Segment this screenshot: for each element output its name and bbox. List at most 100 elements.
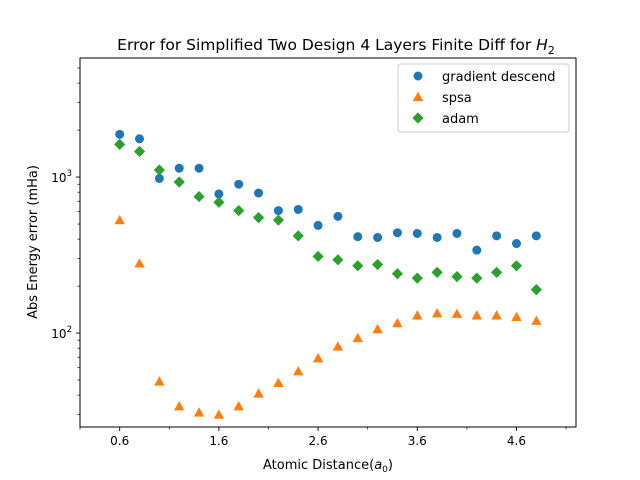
data-point [472,245,482,255]
data-point [491,310,502,320]
x-tick-label: 4.6 [507,434,526,448]
data-point [174,163,184,173]
legend-label: spsa [442,91,472,106]
data-point [352,260,364,272]
data-point [153,164,165,176]
legend-marker [412,91,424,102]
x-axis-label: Atomic Distance(a0) [263,458,393,475]
y-tick-label-exponent: 2 [67,325,72,335]
data-point [471,310,482,320]
data-point [213,409,225,419]
data-point [432,232,442,242]
data-point [312,250,324,263]
data-point [254,188,264,198]
x-tick-label: 0.6 [110,434,129,448]
series-spsa [114,214,542,419]
y-tick-label: 103 [51,169,72,185]
data-point [510,260,523,272]
y-tick-label-base: 10 [51,171,66,185]
data-point [252,211,265,224]
data-point [272,214,284,226]
series-gradient-descend [115,129,541,255]
x-tick-label: 1.6 [209,434,228,448]
data-point [313,220,323,230]
data-marks [114,129,542,419]
data-point [391,268,404,280]
data-point [332,254,344,266]
data-point [431,308,443,318]
data-point [233,204,245,217]
data-point [213,196,225,208]
data-point [193,407,205,417]
data-point [312,353,324,363]
data-point [372,258,384,271]
data-point [233,400,244,411]
chart-title-math-subscript: 2 [548,44,555,57]
chart-title-text: Error for Simplified Two Design 4 Layers… [117,36,536,54]
x-axis-label-text: Atomic Distance( [263,458,374,473]
data-point [133,145,146,158]
x-axis-label-math: a [374,458,382,473]
data-point [511,311,522,322]
data-point [273,206,283,216]
legend-box [397,63,570,133]
data-point [431,266,443,278]
data-point [173,176,185,188]
data-point [135,134,145,144]
series-adam [114,138,542,296]
y-axis-label: Abs Energy error (mHa) [26,165,41,319]
data-point [353,232,363,242]
data-point [511,239,521,249]
data-point [154,376,165,386]
data-point [411,272,423,284]
data-point [451,308,463,318]
data-point [392,317,403,328]
data-point [292,230,304,242]
legend-label: gradient descend [442,70,556,85]
data-point [214,189,224,199]
legend-marker [412,112,424,124]
x-axis-label-math-subscript: 0 [382,465,388,475]
data-point [114,138,126,151]
data-point [491,266,503,278]
data-point [412,228,422,238]
data-point [392,228,402,238]
data-point [234,179,244,189]
data-point [273,377,284,387]
data-point [372,323,383,334]
data-point [293,365,304,376]
x-tick-label: 3.6 [408,434,427,448]
data-point [471,272,483,284]
data-point [373,232,383,242]
data-point [332,341,344,351]
x-axis-label-end: ) [388,458,393,473]
plot-frame [79,57,577,428]
data-point [115,129,125,139]
legend-label: adam [442,112,479,127]
data-point [452,228,462,238]
data-point [114,214,125,225]
data-point [154,173,164,183]
data-point [253,388,264,398]
data-point [531,315,542,325]
legend: gradient descend spsa adam [397,63,570,133]
data-point [134,258,145,268]
data-point [193,190,205,203]
data-point [352,332,363,343]
data-point [293,204,303,214]
legend-marker [413,71,423,81]
data-point [412,310,423,320]
chart-title: Error for Simplified Two Design 4 Layers… [117,36,555,57]
y-tick-label-base: 10 [51,327,66,341]
y-tick-label: 102 [51,325,72,341]
data-point [451,271,463,283]
data-point [530,283,542,296]
data-point [194,163,204,173]
x-tick-label: 2.6 [309,434,328,448]
data-point [174,400,185,411]
chart-title-math: H [536,36,548,54]
data-point [492,231,502,241]
y-tick-label-exponent: 3 [67,169,72,179]
